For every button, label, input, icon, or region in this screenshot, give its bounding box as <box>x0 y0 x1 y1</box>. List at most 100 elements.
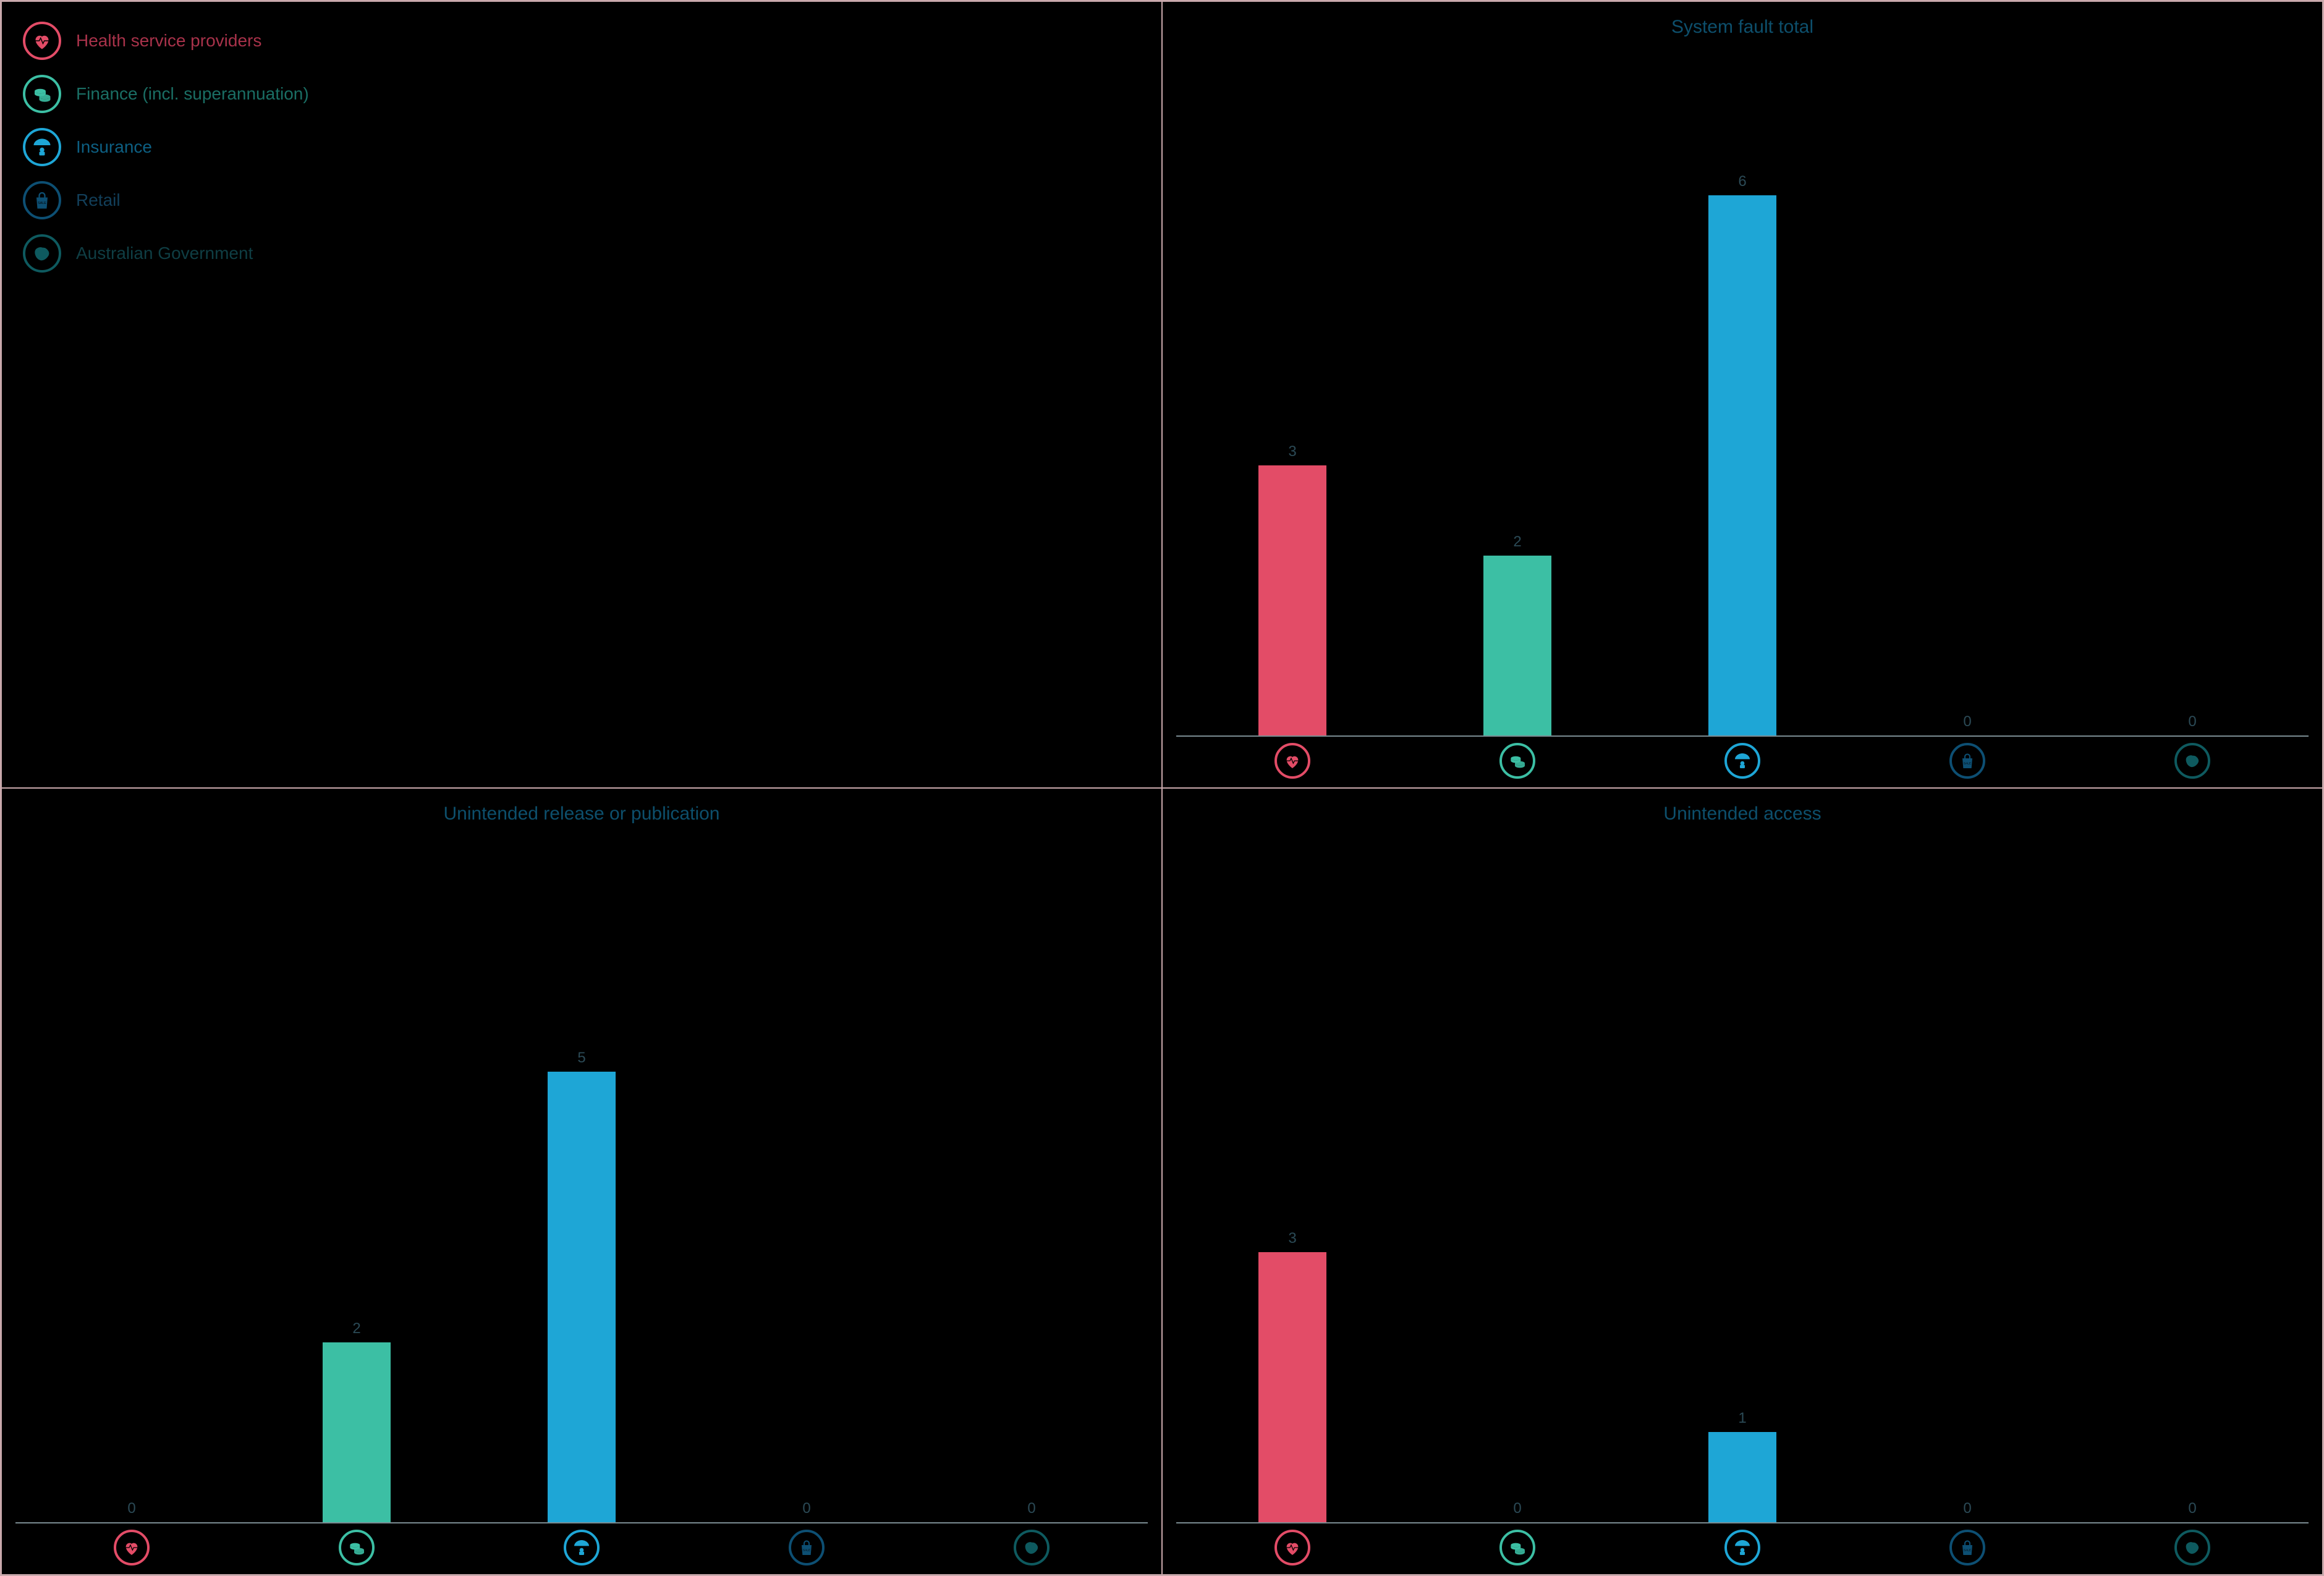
bar-chart: 3 0 1 0 0 SALE <box>1176 829 2309 1565</box>
bar-column-health: 0 <box>19 829 244 1522</box>
bar <box>548 1072 616 1522</box>
x-axis-cell <box>1180 743 1405 779</box>
bar-value-label: 0 <box>2188 1500 2196 1517</box>
bag-icon: SALE <box>23 181 61 219</box>
chart-title: System fault total <box>1176 17 2309 38</box>
coins-icon <box>1499 1530 1535 1565</box>
bar-column-insurance: 5 <box>469 829 694 1522</box>
bar-value-label: 0 <box>127 1500 135 1517</box>
chart-panel-unintended-access: Unintended access 3 0 1 0 0 SALE <box>1162 788 2323 1575</box>
bar-column-insurance: 6 <box>1630 43 1855 735</box>
bar <box>323 1342 391 1522</box>
legend-label: Insurance <box>76 137 152 157</box>
coins-icon <box>339 1530 375 1565</box>
bar-value-label: 3 <box>1288 1230 1296 1247</box>
heart-icon <box>1274 1530 1310 1565</box>
x-axis-cell: SALE <box>1855 743 2080 779</box>
bar-value-label: 0 <box>802 1500 810 1517</box>
x-axis-cell <box>1405 743 1630 779</box>
legend-label: Retail <box>76 190 121 210</box>
x-axis-cell <box>19 1530 244 1565</box>
x-axis-icons: SALE <box>15 1523 1148 1565</box>
x-axis-cell <box>919 1530 1144 1565</box>
x-axis-cell <box>2080 1530 2305 1565</box>
x-axis-cell <box>1630 1530 1855 1565</box>
bar-value-label: 6 <box>1738 173 1746 190</box>
bar-value-label: 3 <box>1288 443 1296 460</box>
x-axis-cell <box>2080 743 2305 779</box>
bar-value-label: 2 <box>352 1320 360 1337</box>
svg-text:SALE: SALE <box>1964 761 1971 765</box>
bar-value-label: 0 <box>1963 713 1971 731</box>
bar-column-retail: 0 <box>1855 43 2080 735</box>
bar-value-label: 5 <box>577 1049 585 1067</box>
bar-column-retail: 0 <box>694 829 919 1522</box>
legend-label: Finance (incl. superannuation) <box>76 84 309 104</box>
bar <box>1708 1432 1776 1522</box>
coins-icon <box>23 75 61 113</box>
bag-icon: SALE <box>1949 1530 1985 1565</box>
aus-icon <box>2174 743 2210 779</box>
aus-icon <box>23 234 61 273</box>
coins-icon <box>1499 743 1535 779</box>
x-axis-cell: SALE <box>1855 1530 2080 1565</box>
bar <box>1258 1252 1326 1522</box>
bar-value-label: 0 <box>1027 1500 1035 1517</box>
x-axis-cell <box>469 1530 694 1565</box>
umbrella-icon <box>564 1530 600 1565</box>
x-axis-cell <box>244 1530 469 1565</box>
heart-icon <box>114 1530 150 1565</box>
heart-icon <box>23 22 61 60</box>
legend-label: Health service providers <box>76 31 261 51</box>
bar-value-label: 0 <box>1513 1500 1521 1517</box>
legend-label: Australian Government <box>76 244 253 263</box>
chart-title: Unintended release or publication <box>15 803 1148 824</box>
heart-icon <box>1274 743 1310 779</box>
bar-column-insurance: 1 <box>1630 829 1855 1522</box>
x-axis-cell: SALE <box>694 1530 919 1565</box>
legend-list: Health service providers Finance (incl. s… <box>15 13 1148 273</box>
umbrella-icon <box>23 128 61 166</box>
bar-column-gov: 0 <box>919 829 1144 1522</box>
bar-column-finance: 2 <box>1405 43 1630 735</box>
bar-column-gov: 0 <box>2080 43 2305 735</box>
plot-area: 3 2 6 0 0 <box>1176 43 2309 737</box>
bag-icon: SALE <box>1949 743 1985 779</box>
grid-container: Health service providers Finance (incl. s… <box>0 0 2324 1576</box>
chart-panel-system-fault: System fault total 3 2 6 0 0 SALE <box>1162 1 2323 788</box>
svg-text:SALE: SALE <box>1964 1548 1971 1551</box>
bar-chart: 0 2 5 0 0 SALE <box>15 829 1148 1565</box>
aus-icon <box>2174 1530 2210 1565</box>
umbrella-icon <box>1724 743 1760 779</box>
bag-icon: SALE <box>789 1530 825 1565</box>
x-axis-icons: SALE <box>1176 737 2309 779</box>
chart-panel-unintended-release: Unintended release or publication 0 2 5 0 0 … <box>1 788 1162 1575</box>
bar-column-gov: 0 <box>2080 829 2305 1522</box>
bar <box>1258 465 1326 735</box>
bar-value-label: 0 <box>1963 1500 1971 1517</box>
bar-column-finance: 2 <box>244 829 469 1522</box>
bar-value-label: 1 <box>1738 1410 1746 1427</box>
legend-item-finance: Finance (incl. superannuation) <box>23 75 1148 113</box>
svg-text:SALE: SALE <box>803 1548 810 1551</box>
plot-area: 0 2 5 0 0 <box>15 829 1148 1523</box>
x-axis-cell <box>1405 1530 1630 1565</box>
bar <box>1708 195 1776 735</box>
legend-item-insurance: Insurance <box>23 128 1148 166</box>
x-axis-icons: SALE <box>1176 1523 2309 1565</box>
legend-item-health: Health service providers <box>23 22 1148 60</box>
bar-column-finance: 0 <box>1405 829 1630 1522</box>
svg-text:SALE: SALE <box>38 201 46 205</box>
bar-column-health: 3 <box>1180 829 1405 1522</box>
legend-item-gov: Australian Government <box>23 234 1148 273</box>
legend-item-retail: SALE Retail <box>23 181 1148 219</box>
x-axis-cell <box>1180 1530 1405 1565</box>
bar-value-label: 0 <box>2188 713 2196 731</box>
aus-icon <box>1014 1530 1050 1565</box>
legend-panel: Health service providers Finance (incl. s… <box>1 1 1162 788</box>
plot-area: 3 0 1 0 0 <box>1176 829 2309 1523</box>
umbrella-icon <box>1724 1530 1760 1565</box>
bar <box>1483 556 1551 735</box>
chart-title: Unintended access <box>1176 803 2309 824</box>
bar-chart: 3 2 6 0 0 SALE <box>1176 43 2309 779</box>
